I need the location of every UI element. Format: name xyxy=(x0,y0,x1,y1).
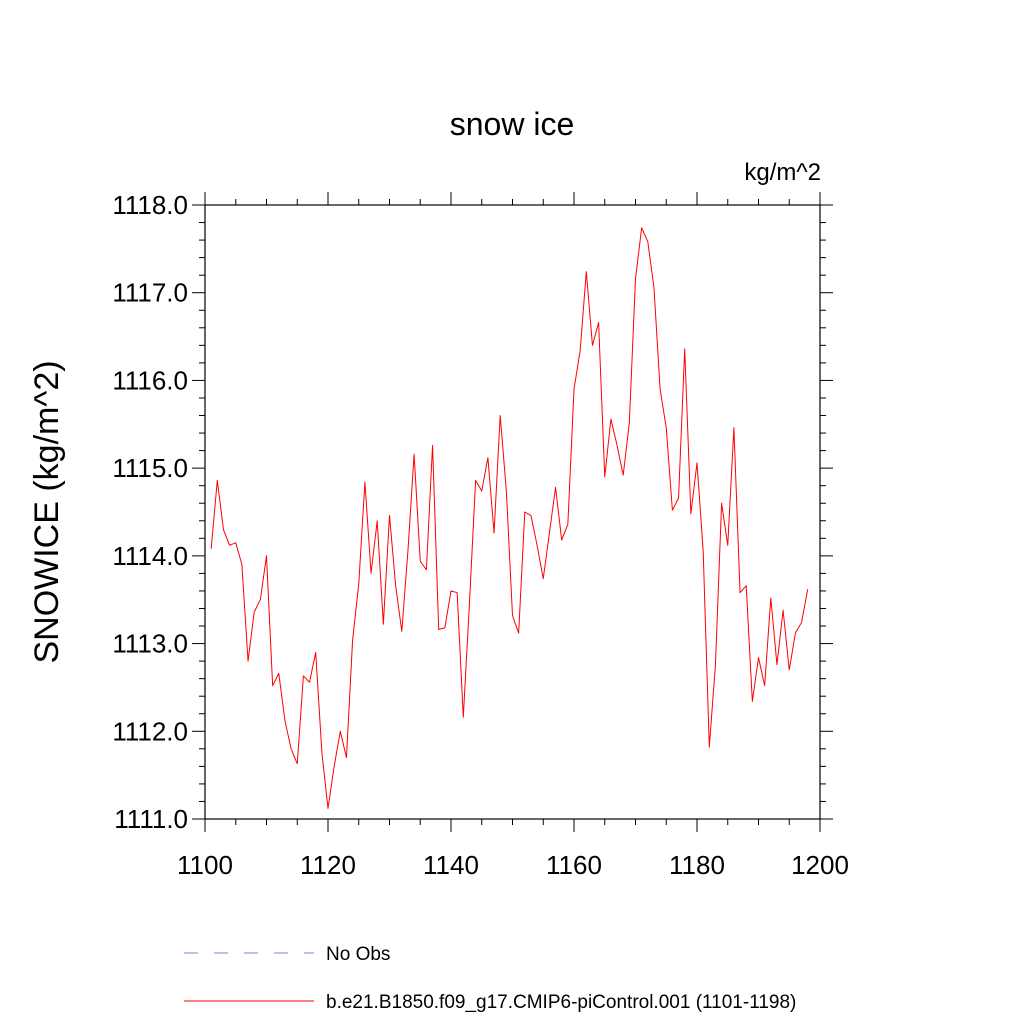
y-tick-label: 1117.0 xyxy=(112,278,188,308)
y-tick-label: 1112.0 xyxy=(112,716,188,746)
axis-tick-labels: 1100 1120 1140 1160 1180 1200 1111.0 1112.0 1113… xyxy=(112,190,849,880)
series-layer xyxy=(210,227,809,809)
plot-frame xyxy=(204,204,821,820)
legend-label-model-run: b.e21.B1850.f09_g17.CMIP6-piControl.001 … xyxy=(326,992,796,1013)
y-axis-label: SNOWICE (kg/m^2) xyxy=(28,360,66,663)
y-tick-label: 1111.0 xyxy=(114,804,188,834)
x-tick-label: 1120 xyxy=(300,850,356,880)
chart-title: snow ice xyxy=(450,106,575,142)
x-tick-label: 1200 xyxy=(791,850,849,880)
y-tick-label: 1113.0 xyxy=(112,629,188,659)
x-tick-label: 1160 xyxy=(546,850,602,880)
y-tick-label: 1116.0 xyxy=(112,365,188,395)
x-tick-label: 1100 xyxy=(177,850,233,880)
x-tick-label: 1140 xyxy=(423,850,479,880)
units-label: kg/m^2 xyxy=(744,159,821,186)
x-tick-label: 1180 xyxy=(669,850,725,880)
y-tick-label: 1118.0 xyxy=(112,190,188,220)
y-tick-label: 1115.0 xyxy=(112,453,188,483)
series-line-1 xyxy=(210,227,809,809)
legend-label-no-obs: No Obs xyxy=(326,944,390,965)
legend: No Obs b.e21.B1850.f09_g17.CMIP6-piContr… xyxy=(184,944,796,1013)
y-tick-label: 1114.0 xyxy=(112,541,188,571)
axis-ticks xyxy=(192,192,833,832)
